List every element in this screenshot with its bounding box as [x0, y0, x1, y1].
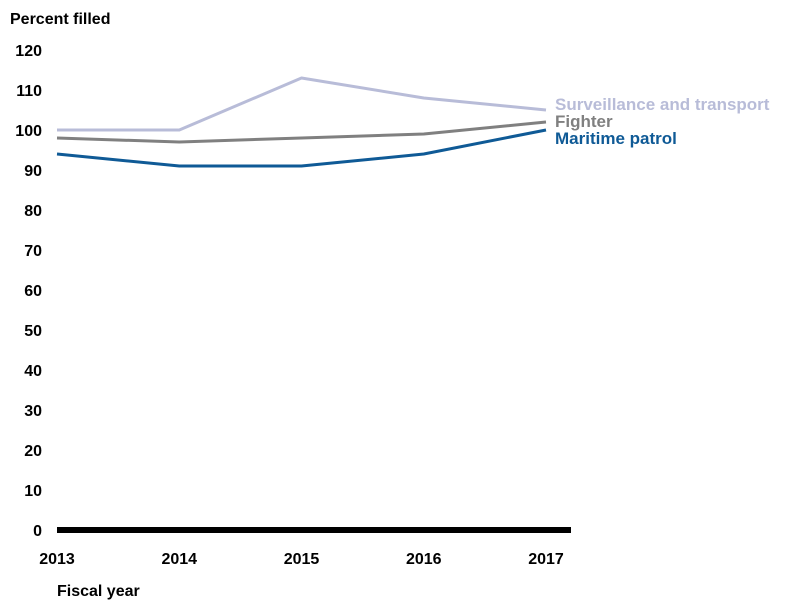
y-tick-label: 110	[16, 83, 42, 100]
y-tick-label: 50	[24, 323, 42, 340]
x-axis-label: Fiscal year	[57, 583, 140, 600]
x-tick-label: 2013	[39, 551, 75, 568]
y-tick-label: 100	[15, 123, 42, 140]
x-tick-label: 2014	[161, 551, 197, 568]
series-line-0	[57, 76, 547, 132]
y-tick-label: 90	[24, 163, 42, 180]
series-line-1	[56, 120, 547, 144]
series-label-1: Fighter	[555, 112, 613, 131]
series-label-0: Surveillance and transport	[555, 95, 770, 114]
y-tick-label: 10	[24, 483, 42, 500]
x-axis-ticks: 2013 2014 2015 2016 2017	[39, 551, 564, 568]
series-lines	[56, 76, 547, 168]
series-label-2: Maritime patrol	[555, 129, 677, 148]
y-tick-label: 0	[33, 523, 42, 540]
x-tick-label: 2015	[284, 551, 320, 568]
x-tick-label: 2016	[406, 551, 442, 568]
y-axis-label: Percent filled	[10, 11, 110, 28]
series-labels: Surveillance and transportFighterMaritim…	[555, 95, 770, 148]
y-tick-label: 80	[24, 203, 42, 220]
x-tick-label: 2017	[528, 551, 564, 568]
y-tick-label: 40	[24, 363, 42, 380]
y-axis-ticks: 0 10 20 30 40 50 60 70 80 90 100 110 120	[15, 43, 42, 540]
y-tick-label: 70	[24, 243, 42, 260]
y-tick-label: 30	[24, 403, 42, 420]
series-line-2	[56, 128, 547, 168]
y-tick-label: 120	[15, 43, 42, 60]
y-tick-label: 20	[24, 443, 42, 460]
y-tick-label: 60	[24, 283, 42, 300]
